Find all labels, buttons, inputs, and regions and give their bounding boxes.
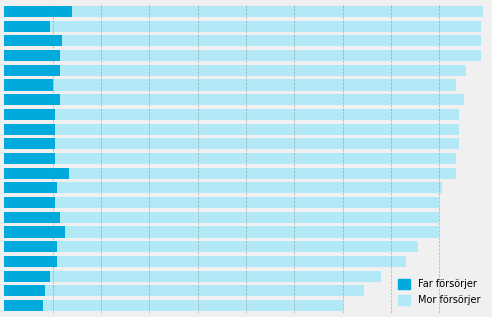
Bar	[60, 212, 439, 223]
Bar	[4, 153, 55, 164]
Bar	[4, 6, 72, 17]
Bar	[4, 94, 60, 105]
Bar	[72, 6, 483, 17]
Bar	[4, 197, 55, 208]
Bar	[4, 21, 50, 32]
Bar	[4, 300, 43, 311]
Bar	[55, 197, 439, 208]
Bar	[4, 168, 69, 179]
Legend: Far försörjer, Mor försörjer: Far försörjer, Mor försörjer	[395, 276, 483, 308]
Bar	[4, 285, 45, 296]
Bar	[55, 109, 459, 120]
Bar	[4, 271, 50, 281]
Bar	[60, 65, 466, 76]
Bar	[4, 256, 58, 267]
Bar	[43, 300, 343, 311]
Bar	[55, 124, 459, 135]
Bar	[58, 256, 405, 267]
Bar	[53, 80, 457, 91]
Bar	[4, 226, 64, 237]
Bar	[60, 50, 481, 61]
Bar	[55, 138, 459, 149]
Bar	[4, 65, 60, 76]
Bar	[4, 36, 62, 46]
Bar	[60, 94, 463, 105]
Bar	[58, 182, 442, 193]
Bar	[69, 168, 457, 179]
Bar	[50, 271, 381, 281]
Bar	[55, 153, 457, 164]
Bar	[4, 241, 58, 252]
Bar	[4, 124, 55, 135]
Bar	[4, 212, 60, 223]
Bar	[4, 138, 55, 149]
Bar	[4, 50, 60, 61]
Bar	[58, 241, 418, 252]
Bar	[4, 80, 53, 91]
Bar	[50, 21, 481, 32]
Bar	[45, 285, 365, 296]
Bar	[4, 182, 58, 193]
Bar	[4, 109, 55, 120]
Bar	[64, 226, 439, 237]
Bar	[62, 36, 481, 46]
